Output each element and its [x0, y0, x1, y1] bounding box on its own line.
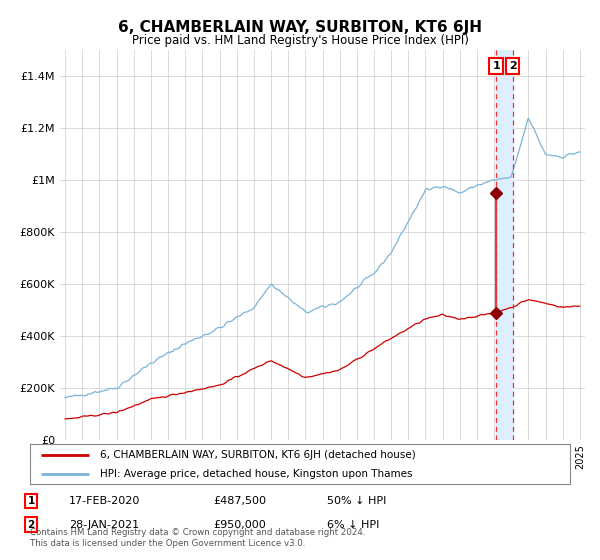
Text: HPI: Average price, detached house, Kingston upon Thames: HPI: Average price, detached house, King…: [100, 469, 413, 479]
Text: £487,500: £487,500: [213, 496, 266, 506]
Text: 17-FEB-2020: 17-FEB-2020: [69, 496, 140, 506]
Text: 50% ↓ HPI: 50% ↓ HPI: [327, 496, 386, 506]
Text: 6, CHAMBERLAIN WAY, SURBITON, KT6 6JH: 6, CHAMBERLAIN WAY, SURBITON, KT6 6JH: [118, 20, 482, 35]
Text: £950,000: £950,000: [213, 520, 266, 530]
Text: 1: 1: [492, 61, 500, 71]
Text: 28-JAN-2021: 28-JAN-2021: [69, 520, 139, 530]
Text: Contains HM Land Registry data © Crown copyright and database right 2024.
This d: Contains HM Land Registry data © Crown c…: [30, 528, 365, 548]
Text: 2: 2: [28, 520, 35, 530]
Text: Price paid vs. HM Land Registry's House Price Index (HPI): Price paid vs. HM Land Registry's House …: [131, 34, 469, 46]
Bar: [496, 50, 512, 440]
Text: 1: 1: [28, 496, 35, 506]
Text: 2: 2: [509, 61, 517, 71]
Text: 6% ↓ HPI: 6% ↓ HPI: [327, 520, 379, 530]
Text: 6, CHAMBERLAIN WAY, SURBITON, KT6 6JH (detached house): 6, CHAMBERLAIN WAY, SURBITON, KT6 6JH (d…: [100, 450, 416, 460]
